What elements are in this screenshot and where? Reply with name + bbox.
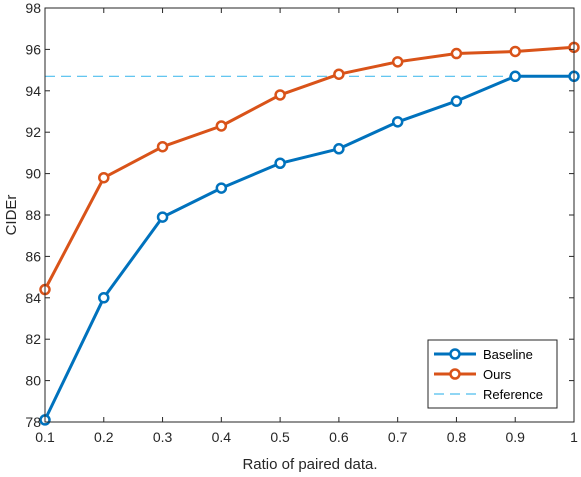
data-point-ours-8: [509, 45, 521, 58]
data-point-ours-4: [274, 89, 286, 101]
x-tick-label: 0.5: [270, 429, 290, 445]
x-tick-label: 0.6: [329, 429, 349, 445]
data-point-baseline-6: [391, 116, 404, 128]
y-tick-label: 92: [25, 124, 41, 140]
y-tick-label: 84: [25, 290, 41, 306]
y-tick-label: 96: [25, 41, 41, 57]
x-tick-label: 0.4: [212, 429, 232, 445]
data-point-baseline-5: [333, 143, 345, 155]
x-tick-label: 1: [570, 429, 578, 445]
legend: Baseline Ours Reference: [427, 339, 558, 409]
data-point-baseline-3: [215, 182, 228, 194]
x-tick-label: 0.3: [153, 429, 173, 445]
legend-label-baseline: Baseline: [483, 347, 533, 362]
data-point-baseline-7: [450, 95, 463, 107]
y-tick-label: 98: [25, 0, 41, 16]
data-point-baseline-2: [156, 211, 169, 223]
x-tick-label: 0.7: [388, 429, 408, 445]
data-point-baseline-4: [274, 157, 286, 169]
y-tick-label: 78: [25, 414, 41, 430]
legend-marker-ours: [449, 368, 461, 380]
ticks-layer: 0.1 0.2 0.3 0.4 0.5 0.6 0.7 0.8 0.9 1 78 80 82 84 86 88…: [25, 0, 578, 445]
y-tick-label: 94: [25, 83, 41, 99]
y-tick-label: 86: [25, 248, 41, 264]
x-tick-label: 0.8: [447, 429, 467, 445]
data-point-ours-3: [215, 120, 228, 132]
data-point-ours-2: [156, 140, 169, 153]
legend-label-ours: Ours: [483, 367, 512, 382]
legend-label-reference: Reference: [483, 387, 543, 402]
data-point-ours-5: [333, 68, 345, 80]
data-point-baseline-1: [98, 292, 110, 304]
y-tick-label: 90: [25, 166, 41, 182]
y-tick-label: 80: [25, 373, 41, 389]
series-line-baseline: [43, 74, 576, 422]
data-point-baseline-8: [509, 70, 521, 83]
x-axis-title: Ratio of paired data.: [242, 456, 377, 473]
data-point-ours-7: [450, 47, 463, 60]
legend-marker-baseline: [449, 348, 461, 360]
y-axis-title: CIDEr: [3, 195, 20, 236]
data-point-ours-6: [391, 56, 404, 68]
series-line-ours: [43, 45, 576, 291]
x-tick-label: 0.9: [505, 429, 525, 445]
y-tick-label: 88: [25, 207, 41, 223]
y-tick-label: 82: [25, 331, 41, 347]
data-point-ours-1: [98, 171, 110, 184]
x-tick-label: 0.1: [35, 429, 55, 445]
x-tick-label: 0.2: [94, 429, 114, 445]
